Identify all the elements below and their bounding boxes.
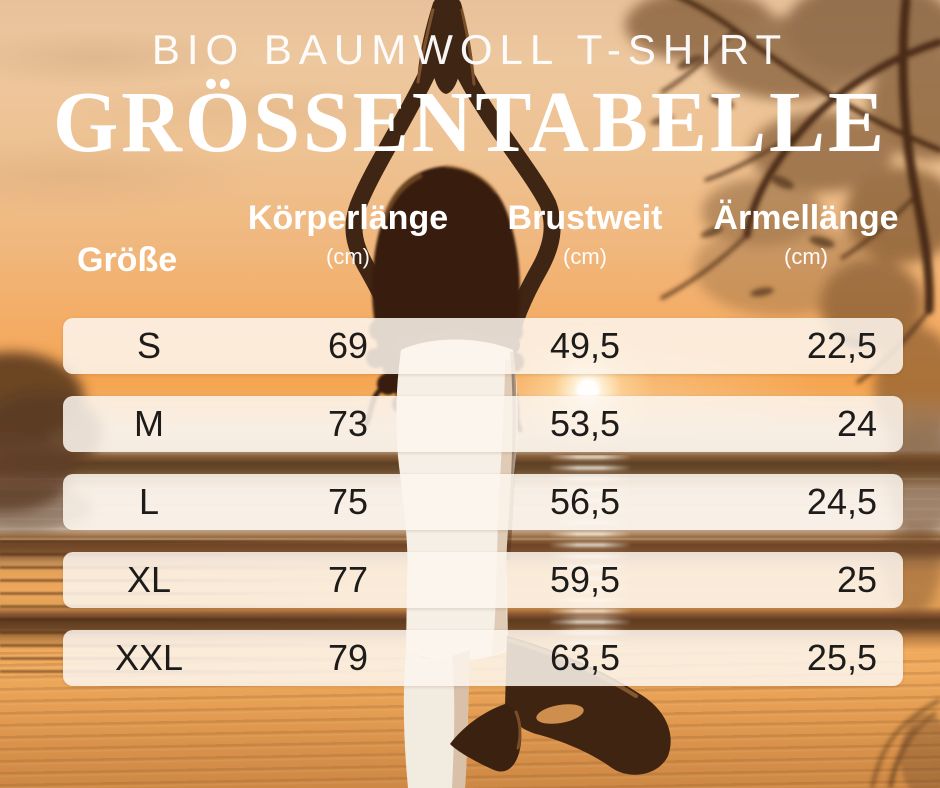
value-cell: 75 — [327, 481, 369, 522]
value-cell: 24 — [836, 403, 877, 444]
prayer-hands — [430, 0, 463, 94]
size-cell: M — [134, 403, 164, 444]
table-row-xl: XL 77 59,5 25 — [63, 552, 903, 608]
column-label: Brustweit — [507, 199, 663, 237]
size-cell: S — [136, 325, 161, 366]
table-header-row: Größe Körperlänge (cm) Brustweit (cm) Är… — [63, 198, 903, 292]
bottom-right-reeds — [870, 698, 940, 788]
column-unit: (cm) — [326, 244, 370, 269]
value-cell: 49,5 — [549, 325, 621, 366]
column-header-koerperlaenge: Körperlänge (cm) — [235, 198, 461, 292]
column-label: Größe — [77, 241, 178, 279]
column-label: Ärmellänge — [713, 199, 899, 237]
size-cell: XL — [126, 559, 172, 600]
value-cell: 25 — [836, 559, 877, 600]
tucked-foot — [450, 704, 522, 772]
value-cell: 25,5 — [806, 637, 877, 678]
size-cell: L — [138, 481, 160, 522]
column-header-groesse: Größe — [63, 198, 235, 292]
table-row-xxl: XXL 79 63,5 25,5 — [63, 630, 903, 686]
value-cell: 22,5 — [806, 325, 877, 366]
value-cell: 79 — [327, 637, 369, 678]
column-unit: (cm) — [784, 244, 828, 269]
value-cell: 77 — [327, 559, 369, 600]
value-cell: 56,5 — [549, 481, 621, 522]
value-cell: 53,5 — [549, 403, 621, 444]
value-cell: 73 — [327, 403, 369, 444]
column-header-aermellaenge: Ärmellänge (cm) — [709, 198, 903, 292]
column-unit: (cm) — [563, 244, 607, 269]
value-cell: 24,5 — [806, 481, 877, 522]
value-cell: 63,5 — [549, 637, 621, 678]
value-cell: 59,5 — [549, 559, 621, 600]
product-subtitle: BIO BAUMWOLL T-SHIRT — [151, 26, 789, 73]
table-row-l: L 75 56,5 24,5 — [63, 474, 903, 530]
size-cell: XXL — [114, 637, 184, 678]
table-row-m: M 73 53,5 24 — [63, 396, 903, 452]
column-header-brustweit: Brustweit (cm) — [461, 198, 709, 292]
column-label: Körperlänge — [247, 199, 449, 237]
value-cell: 69 — [327, 325, 369, 366]
page-title: GRÖSSENTABELLE — [52, 74, 888, 171]
table-row-s: S 69 49,5 22,5 — [63, 318, 903, 374]
